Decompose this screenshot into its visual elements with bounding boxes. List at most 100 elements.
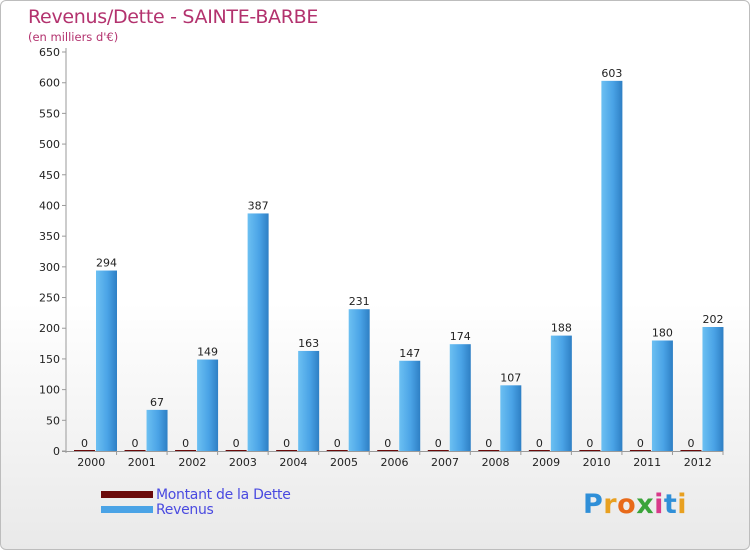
revenus-data-label: 67 xyxy=(150,396,164,409)
x-tick-label: 2010 xyxy=(583,456,611,469)
x-tick-label: 2009 xyxy=(532,456,560,469)
revenus-data-label: 107 xyxy=(500,371,521,384)
dette-bar xyxy=(225,450,247,451)
dette-bar xyxy=(427,450,449,451)
dette-bar xyxy=(478,450,500,451)
revenus-data-label: 188 xyxy=(551,322,572,335)
x-tick-label: 2002 xyxy=(178,456,206,469)
revenus-bar xyxy=(550,335,572,451)
y-tick-label: 300 xyxy=(39,261,60,274)
dette-bar xyxy=(579,450,601,451)
bars xyxy=(74,80,724,451)
x-tick-label: 2008 xyxy=(482,456,510,469)
y-tick-label: 400 xyxy=(39,199,60,212)
revenus-data-label: 294 xyxy=(96,257,117,270)
x-tick-label: 2005 xyxy=(330,456,358,469)
y-tick-label: 550 xyxy=(39,107,60,120)
y-tick-label: 500 xyxy=(39,138,60,151)
y-tick-label: 150 xyxy=(39,353,60,366)
revenus-bar xyxy=(702,327,724,451)
legend-swatch-revenus xyxy=(101,506,153,513)
revenus-bar xyxy=(298,350,320,451)
dette-bar xyxy=(326,450,348,451)
dette-data-label: 0 xyxy=(283,437,290,450)
revenus-data-label: 147 xyxy=(399,347,420,360)
x-tick-label: 2003 xyxy=(229,456,257,469)
revenus-bar xyxy=(247,213,269,451)
y-axis-ticks: 0 50 100 150 200 250 300 350 400 450 500 550 600 650 xyxy=(39,46,66,458)
y-tick-label: 650 xyxy=(39,46,60,59)
y-tick-label: 200 xyxy=(39,322,60,335)
revenus-bar xyxy=(348,309,370,451)
dette-bar xyxy=(74,450,95,451)
legend-label-revenus: Revenus xyxy=(156,502,214,518)
x-axis-ticks: 2000 2001 2002 2003 2004 2005 2006 2007 2008 2009… xyxy=(77,451,724,469)
logo-letter: P xyxy=(583,489,604,520)
dette-data-label: 0 xyxy=(132,437,139,450)
proxiti-logo: Proxiti xyxy=(583,489,687,520)
x-tick-label: 2006 xyxy=(381,456,409,469)
dette-data-label: 0 xyxy=(536,437,543,450)
y-tick-label: 600 xyxy=(39,77,60,90)
x-tick-label: 2012 xyxy=(684,456,712,469)
dette-data-label: 0 xyxy=(637,437,644,450)
revenus-data-label: 163 xyxy=(298,337,319,350)
x-tick-label: 2001 xyxy=(128,456,156,469)
dette-data-label: 0 xyxy=(81,437,88,450)
dette-data-label: 0 xyxy=(485,437,492,450)
chart-subtitle: (en milliers d'€) xyxy=(28,30,119,44)
axes xyxy=(62,48,723,453)
x-tick-label: 2004 xyxy=(279,456,307,469)
x-tick-label: 2007 xyxy=(431,456,459,469)
revenus-bar xyxy=(399,360,421,451)
dette-bar xyxy=(276,450,298,451)
logo-letter: i xyxy=(677,489,688,520)
revenus-bar xyxy=(449,344,471,451)
dette-data-label: 0 xyxy=(435,437,442,450)
x-tick-label: 2000 xyxy=(77,456,105,469)
logo-letter: r xyxy=(603,489,618,520)
dette-data-label: 0 xyxy=(233,437,240,450)
revenus-bar xyxy=(96,270,117,451)
dette-bar xyxy=(680,450,702,451)
dette-data-label: 0 xyxy=(687,437,694,450)
dette-data-label: 0 xyxy=(384,437,391,450)
revenus-data-label: 387 xyxy=(248,199,269,212)
logo-letter: t xyxy=(663,489,678,520)
logo-letter: i xyxy=(654,489,664,520)
revenus-data-label: 202 xyxy=(702,313,723,326)
revenus-data-label: 603 xyxy=(601,67,622,80)
revenus-bar xyxy=(601,80,623,451)
data-labels: 0 294 0 67 0 149 0 387 0 163 0 231 0 147 0 174 0 107 0 188 0… xyxy=(81,67,723,450)
revenus-data-label: 149 xyxy=(197,346,218,359)
revenus-bar xyxy=(146,409,168,451)
dette-bar xyxy=(528,450,550,451)
x-tick-label: 2011 xyxy=(633,456,661,469)
dette-data-label: 0 xyxy=(586,437,593,450)
revenus-bar xyxy=(500,385,522,451)
y-tick-label: 50 xyxy=(46,414,60,427)
chart-title: Revenus/Dette - SAINTE-BARBE xyxy=(28,6,319,28)
dette-data-label: 0 xyxy=(182,437,189,450)
y-tick-label: 0 xyxy=(53,445,60,458)
dette-data-label: 0 xyxy=(334,437,341,450)
revenus-data-label: 231 xyxy=(349,295,370,308)
revenus-bar xyxy=(197,359,219,451)
legend-label-dette: Montant de la Dette xyxy=(156,487,291,503)
logo-letter: x xyxy=(636,489,655,520)
legend-swatch-dette xyxy=(101,491,153,498)
dette-bar xyxy=(175,450,197,451)
revenus-bar xyxy=(651,340,673,451)
y-tick-label: 250 xyxy=(39,292,60,305)
revenus-data-label: 174 xyxy=(450,330,471,343)
dette-bar xyxy=(124,450,146,451)
y-tick-label: 350 xyxy=(39,230,60,243)
y-tick-label: 450 xyxy=(39,169,60,182)
logo-letter: o xyxy=(617,489,637,520)
revenus-data-label: 180 xyxy=(652,327,673,340)
dette-bar xyxy=(377,450,399,451)
dette-bar xyxy=(629,450,651,451)
y-tick-label: 100 xyxy=(39,384,60,397)
